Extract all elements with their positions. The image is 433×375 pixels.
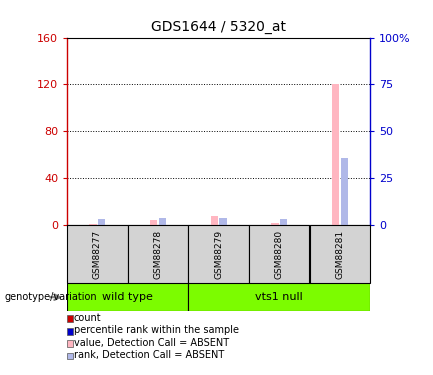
Bar <box>98 219 105 225</box>
Text: vts1 null: vts1 null <box>255 292 303 302</box>
FancyBboxPatch shape <box>249 225 310 283</box>
Title: GDS1644 / 5320_at: GDS1644 / 5320_at <box>151 20 286 34</box>
Bar <box>341 158 348 225</box>
Bar <box>271 223 278 225</box>
Bar <box>332 84 339 225</box>
FancyBboxPatch shape <box>188 283 370 311</box>
FancyBboxPatch shape <box>67 283 188 311</box>
Text: GSM88281: GSM88281 <box>336 230 344 279</box>
Text: rank, Detection Call = ABSENT: rank, Detection Call = ABSENT <box>74 350 224 360</box>
Text: GSM88277: GSM88277 <box>93 230 102 279</box>
FancyBboxPatch shape <box>188 225 249 283</box>
Bar <box>150 220 157 225</box>
Text: GSM88280: GSM88280 <box>275 230 284 279</box>
Bar <box>211 216 218 225</box>
Bar <box>90 224 97 225</box>
Text: genotype/variation: genotype/variation <box>4 292 97 302</box>
Text: wild type: wild type <box>102 292 153 302</box>
Bar <box>220 217 226 225</box>
Text: GSM88278: GSM88278 <box>154 230 162 279</box>
FancyBboxPatch shape <box>128 225 188 283</box>
FancyBboxPatch shape <box>310 225 370 283</box>
Text: value, Detection Call = ABSENT: value, Detection Call = ABSENT <box>74 338 229 348</box>
Bar <box>280 219 287 225</box>
Bar <box>159 217 166 225</box>
FancyBboxPatch shape <box>67 225 128 283</box>
Text: GSM88279: GSM88279 <box>214 230 223 279</box>
Text: count: count <box>74 313 101 323</box>
Text: percentile rank within the sample: percentile rank within the sample <box>74 326 239 335</box>
